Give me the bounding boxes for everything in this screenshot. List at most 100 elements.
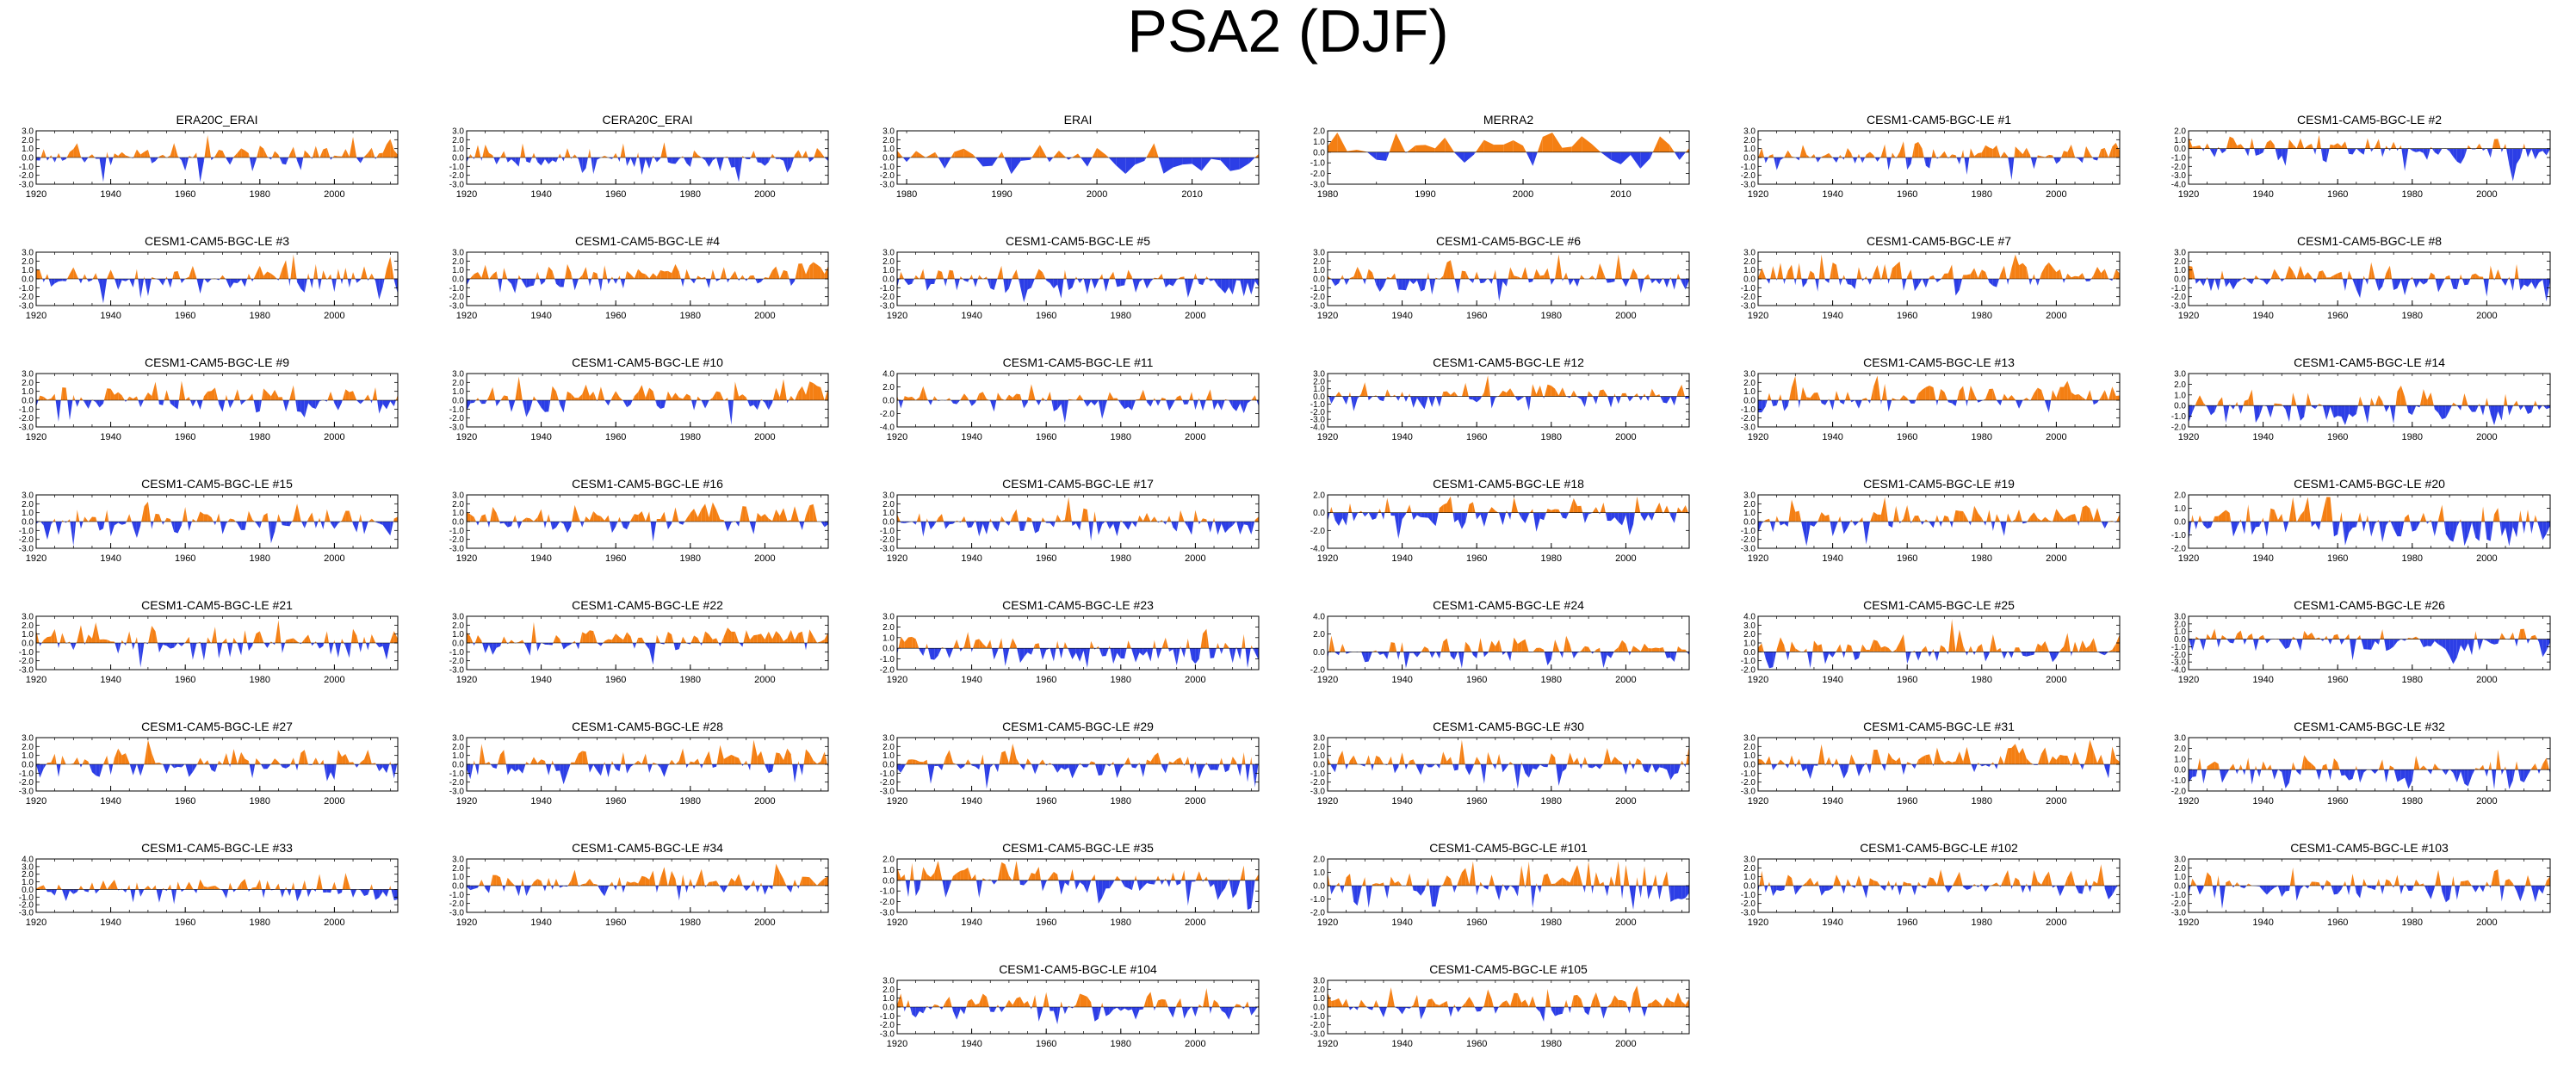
y-tick-label: 3.0 xyxy=(22,370,34,380)
negative-anomaly-area xyxy=(200,400,203,411)
negative-anomaly-area xyxy=(1124,522,1129,530)
positive-anomaly-area xyxy=(1842,275,1844,279)
negative-anomaly-area xyxy=(945,279,948,287)
y-tick-label: -2.0 xyxy=(1310,293,1326,302)
negative-anomaly-area xyxy=(485,400,487,405)
negative-anomaly-area xyxy=(1801,279,1803,287)
negative-anomaly-area xyxy=(971,522,975,528)
positive-anomaly-area xyxy=(593,271,598,279)
negative-anomaly-area xyxy=(694,400,697,411)
positive-anomaly-area xyxy=(107,510,109,522)
negative-anomaly-area xyxy=(1830,522,1833,537)
negative-anomaly-area xyxy=(1435,512,1439,527)
positive-anomaly-area xyxy=(1178,276,1181,279)
positive-anomaly-area xyxy=(1836,264,1839,279)
negative-anomaly-area xyxy=(1243,279,1248,297)
negative-anomaly-area xyxy=(2224,279,2226,287)
positive-anomaly-area xyxy=(779,269,784,279)
negative-anomaly-area xyxy=(353,522,357,533)
negative-anomaly-area xyxy=(1793,279,1796,286)
negative-anomaly-area xyxy=(555,522,560,528)
negative-anomaly-area xyxy=(1396,279,1399,290)
negative-anomaly-area xyxy=(2030,279,2033,286)
positive-anomaly-area xyxy=(1142,389,1147,400)
positive-anomaly-area xyxy=(1953,510,1956,522)
positive-anomaly-area xyxy=(653,391,656,400)
positive-anomaly-area xyxy=(308,273,310,279)
positive-anomaly-area xyxy=(1788,499,1792,522)
negative-anomaly-area xyxy=(787,400,790,404)
negative-anomaly-area xyxy=(2446,148,2450,151)
positive-anomaly-area xyxy=(2097,508,2102,522)
positive-anomaly-area xyxy=(2423,512,2427,522)
positive-anomaly-area xyxy=(56,152,59,158)
positive-anomaly-area xyxy=(2410,276,2412,279)
positive-anomaly-area xyxy=(2430,146,2432,149)
negative-anomaly-area xyxy=(630,158,635,168)
positive-anomaly-area xyxy=(337,156,343,158)
negative-anomaly-area xyxy=(227,400,231,409)
negative-anomaly-area xyxy=(2035,279,2038,286)
negative-anomaly-area xyxy=(312,400,316,409)
negative-anomaly-area xyxy=(1432,396,1436,408)
positive-anomaly-area xyxy=(166,390,170,400)
y-tick-label: 3.0 xyxy=(1743,491,1756,501)
negative-anomaly-area xyxy=(125,279,130,281)
negative-anomaly-area xyxy=(2480,405,2484,416)
negative-anomaly-area xyxy=(2208,279,2211,292)
positive-anomaly-area xyxy=(2034,512,2038,522)
negative-anomaly-area xyxy=(912,522,916,525)
positive-anomaly-area xyxy=(278,397,282,400)
positive-anomaly-area xyxy=(1012,269,1017,279)
negative-anomaly-area xyxy=(352,522,354,524)
positive-anomaly-area xyxy=(1780,393,1782,400)
x-tick-label: 1980 xyxy=(1541,432,1562,442)
positive-anomaly-area xyxy=(2037,387,2042,400)
negative-anomaly-area xyxy=(295,400,298,411)
negative-anomaly-area xyxy=(790,279,796,287)
y-tick-label: 0.0 xyxy=(1743,275,1756,285)
y-tick-label: 3.0 xyxy=(22,127,34,137)
negative-anomaly-area xyxy=(2539,405,2542,411)
positive-anomaly-area xyxy=(2423,389,2428,406)
negative-anomaly-area xyxy=(990,400,994,412)
negative-anomaly-area xyxy=(2008,279,2009,286)
positive-anomaly-area xyxy=(1843,275,1846,279)
negative-anomaly-area xyxy=(40,522,44,526)
positive-anomaly-area xyxy=(783,508,788,522)
negative-anomaly-area xyxy=(1150,279,1154,282)
positive-anomaly-area xyxy=(358,514,361,522)
negative-anomaly-area xyxy=(2304,405,2307,417)
positive-anomaly-area xyxy=(1061,519,1065,522)
positive-anomaly-area xyxy=(747,275,751,279)
positive-anomaly-area xyxy=(152,381,156,400)
negative-anomaly-area xyxy=(517,522,519,529)
positive-anomaly-area xyxy=(504,395,508,400)
negative-anomaly-area xyxy=(1198,522,1199,525)
positive-anomaly-area xyxy=(2003,393,2009,400)
negative-anomaly-area xyxy=(2008,158,2012,181)
y-tick-label: 2.0 xyxy=(452,257,464,267)
positive-anomaly-area xyxy=(219,149,223,158)
negative-anomaly-area xyxy=(965,522,969,528)
positive-anomaly-area xyxy=(1443,503,1447,513)
negative-anomaly-area xyxy=(1983,522,1986,526)
negative-anomaly-area xyxy=(1836,522,1838,526)
negative-anomaly-area xyxy=(2370,148,2372,152)
negative-anomaly-area xyxy=(2520,279,2524,291)
negative-anomaly-area xyxy=(43,522,47,541)
positive-anomaly-area xyxy=(1614,393,1616,397)
x-tick-label: 1960 xyxy=(605,553,626,564)
positive-anomaly-area xyxy=(2444,276,2446,279)
negative-anomaly-area xyxy=(1562,279,1564,281)
positive-anomaly-area xyxy=(353,136,357,158)
positive-anomaly-area xyxy=(507,396,509,400)
negative-anomaly-area xyxy=(1477,512,1481,520)
positive-anomaly-area xyxy=(393,150,398,158)
negative-anomaly-area xyxy=(235,522,238,524)
positive-anomaly-area xyxy=(1205,398,1207,400)
positive-anomaly-area xyxy=(2115,269,2120,279)
positive-anomaly-area xyxy=(753,275,756,279)
y-tick-label: -1.0 xyxy=(2171,531,2187,541)
negative-anomaly-area xyxy=(2528,405,2532,415)
